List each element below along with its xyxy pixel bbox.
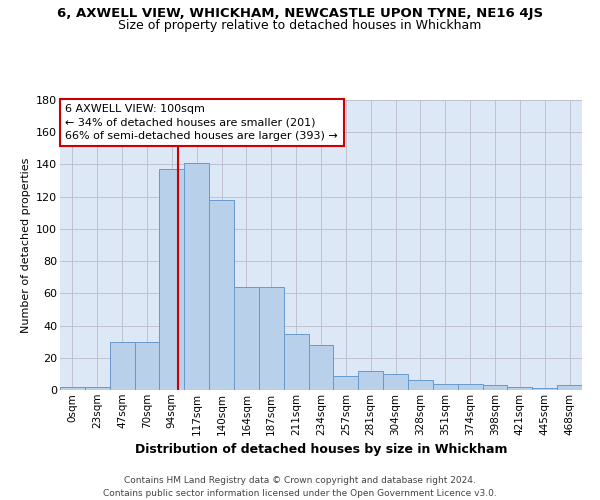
Bar	[134, 342, 160, 390]
Bar	[85, 387, 110, 390]
Bar	[308, 345, 334, 390]
Bar	[334, 376, 358, 390]
Bar	[234, 287, 259, 390]
Bar	[408, 380, 433, 390]
Text: 6, AXWELL VIEW, WHICKHAM, NEWCASTLE UPON TYNE, NE16 4JS: 6, AXWELL VIEW, WHICKHAM, NEWCASTLE UPON…	[57, 8, 543, 20]
Bar	[209, 200, 234, 390]
Bar	[358, 370, 383, 390]
Bar	[458, 384, 482, 390]
Bar	[532, 388, 557, 390]
Bar	[482, 385, 508, 390]
Bar	[184, 163, 209, 390]
Text: Size of property relative to detached houses in Whickham: Size of property relative to detached ho…	[118, 18, 482, 32]
Text: 6 AXWELL VIEW: 100sqm
← 34% of detached houses are smaller (201)
66% of semi-det: 6 AXWELL VIEW: 100sqm ← 34% of detached …	[65, 104, 338, 141]
Bar	[160, 170, 184, 390]
Bar	[383, 374, 408, 390]
Bar	[508, 387, 532, 390]
Bar	[433, 384, 458, 390]
Bar	[557, 385, 582, 390]
Bar	[259, 287, 284, 390]
Bar	[284, 334, 308, 390]
Bar	[60, 387, 85, 390]
Bar	[110, 342, 134, 390]
Text: Distribution of detached houses by size in Whickham: Distribution of detached houses by size …	[135, 442, 507, 456]
Text: Contains HM Land Registry data © Crown copyright and database right 2024.
Contai: Contains HM Land Registry data © Crown c…	[103, 476, 497, 498]
Y-axis label: Number of detached properties: Number of detached properties	[20, 158, 31, 332]
